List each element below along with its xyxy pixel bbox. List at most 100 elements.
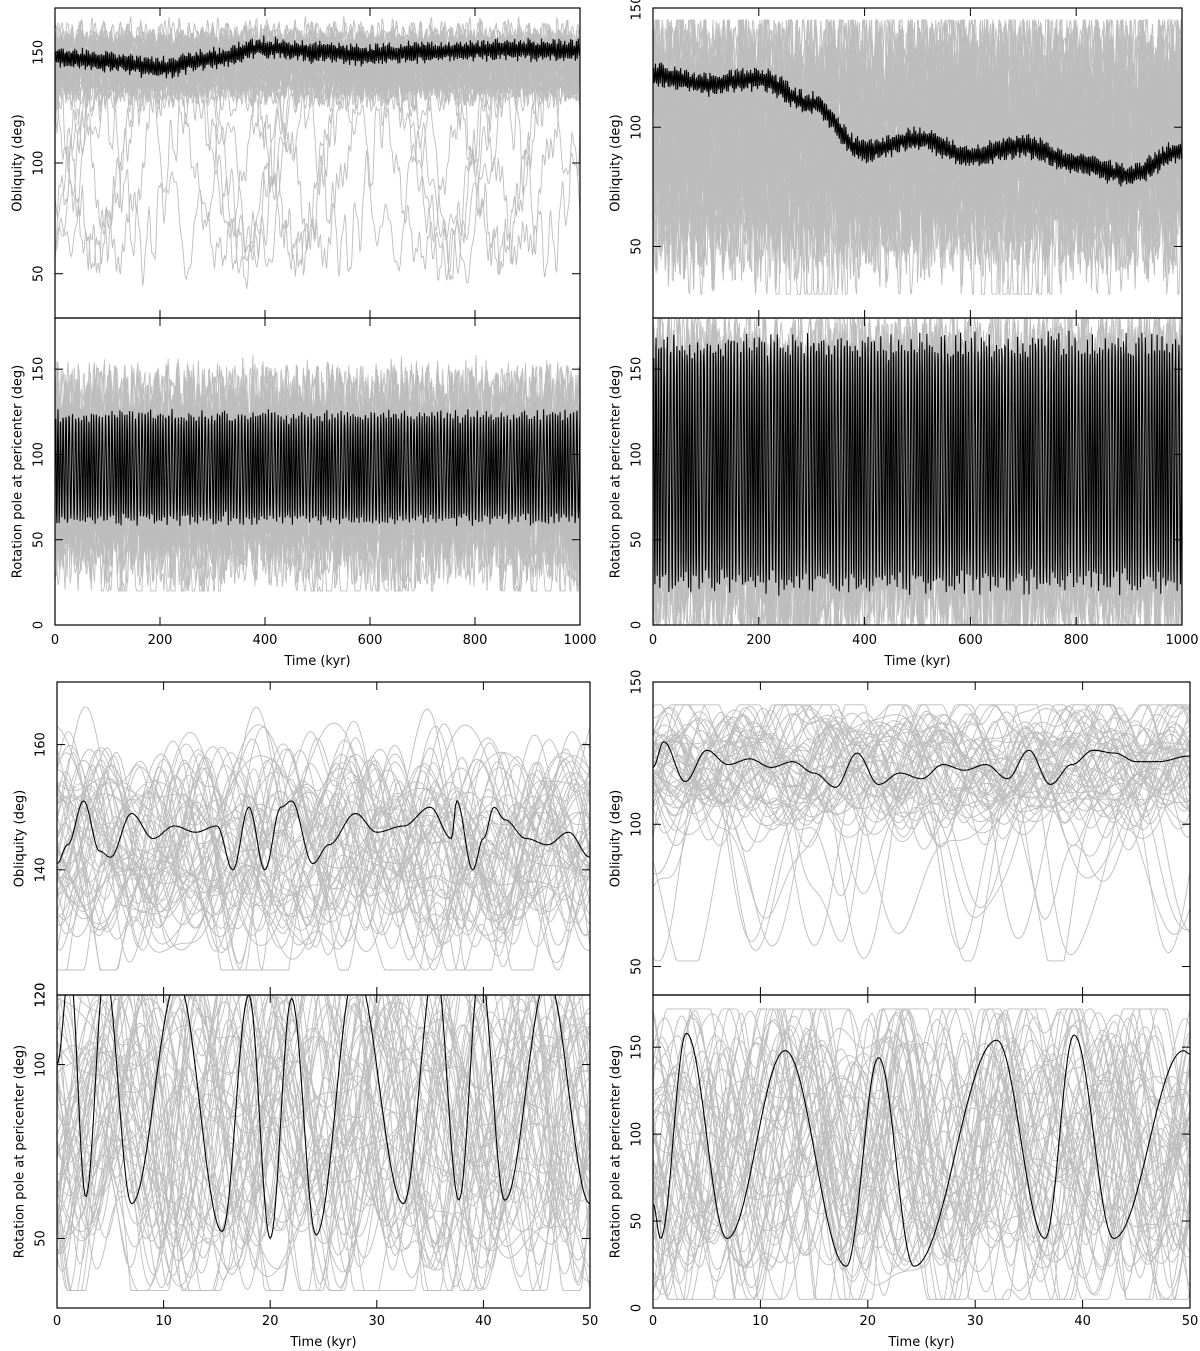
- ensemble-curve: [57, 995, 590, 1292]
- ensemble-curve: [653, 709, 1190, 805]
- ensemble-curve: [653, 704, 1190, 959]
- ensemble-curve: [653, 726, 1190, 812]
- y-tick-label: 100: [32, 151, 47, 176]
- x-tick-label: 1000: [1165, 633, 1198, 648]
- ensemble-curve: [653, 1028, 1190, 1243]
- ensemble-curve: [653, 704, 1190, 816]
- y-tick-label: 150: [32, 357, 47, 382]
- ensemble-curve: [653, 704, 1190, 824]
- ensemble-curve: [57, 787, 590, 882]
- ensemble-curve: [653, 704, 1190, 810]
- ensemble-curve: [57, 731, 590, 919]
- x-tick-label: 40: [1074, 1314, 1091, 1329]
- ensemble-curve: [57, 995, 590, 1292]
- x-tick-label: 10: [155, 1314, 172, 1329]
- ensemble-curve: [57, 1001, 590, 1237]
- y-tick-label: 150: [630, 1035, 645, 1060]
- ensemble-curve: [57, 1026, 590, 1251]
- plot-area: [55, 354, 580, 593]
- x-tick-label: 40: [475, 1314, 492, 1329]
- y-tick-label: 50: [34, 1230, 49, 1247]
- y-tick-label: 100: [32, 442, 47, 467]
- y-tick-label: 0: [630, 621, 645, 629]
- ensemble-curve: [57, 791, 590, 897]
- ensemble-curve: [55, 35, 580, 275]
- ensemble-curve: [55, 37, 580, 89]
- axes-frame: [652, 994, 1191, 1309]
- ensemble-curve: [57, 1035, 590, 1264]
- ensemble-curve: [57, 995, 585, 1245]
- y-tick-label: 120: [34, 983, 49, 1008]
- ensemble-curve: [653, 704, 1190, 821]
- ensemble-curve: [57, 706, 590, 948]
- y-tick-label: 160: [34, 732, 49, 757]
- ensemble-curve: [57, 752, 590, 948]
- x-axis-title: Time (kyr): [289, 1335, 356, 1350]
- x-tick-label: 20: [262, 1314, 279, 1329]
- y-axis-title: Rotation pole at pericenter (deg): [13, 1045, 28, 1258]
- ensemble-curve: [653, 1039, 1190, 1252]
- ensemble-curve: [653, 1068, 1190, 1300]
- ensemble-curve: [653, 51, 1182, 208]
- ensemble-curve: [653, 1092, 1190, 1263]
- reference-curve: [57, 799, 590, 871]
- y-tick-label: 140: [34, 857, 49, 882]
- ensemble-curve: [57, 995, 590, 1292]
- x-tick-label: 800: [463, 633, 488, 648]
- y-tick-label: 0: [32, 621, 47, 629]
- x-tick-label: 600: [358, 633, 383, 648]
- x-axis-title: Time (kyr): [283, 654, 350, 669]
- ensemble-curve: [653, 754, 1190, 931]
- ensemble-curve: [653, 711, 1190, 843]
- subplot-rotation-pole: 0 50 100 150 Rotation pole at pericenter (de…: [609, 317, 1183, 629]
- chart-panel-top-left: 50 100 150 Obliquity (deg) 0 50 100 150 Rotation…: [11, 7, 597, 669]
- ensemble-curve: [57, 995, 590, 1184]
- x-tick-label: 10: [752, 1314, 769, 1329]
- y-axis-title: Rotation pole at pericenter (deg): [11, 365, 26, 578]
- x-tick-label: 0: [51, 633, 59, 648]
- ensemble-curve: [653, 1008, 1190, 1271]
- x-tick-label: 20: [860, 1314, 877, 1329]
- ensemble-curve: [57, 759, 590, 951]
- y-tick-label: 50: [32, 265, 47, 282]
- ensemble-curve: [653, 1008, 1190, 1263]
- y-tick-label: 50: [630, 958, 645, 975]
- x-tick-label: 30: [967, 1314, 984, 1329]
- chart-panel-top-right: 50 100 150 Obliquity (deg) 0 50 100 150 Rotation…: [609, 0, 1199, 669]
- ensemble-curve: [653, 1008, 1190, 1268]
- reference-curve: [653, 1032, 1190, 1267]
- ensemble-curve: [653, 707, 1190, 946]
- ensemble-curve: [653, 714, 1190, 962]
- ensemble-curve: [653, 709, 1190, 800]
- ensemble-curve: [653, 1041, 1190, 1220]
- subplot-obliquity: 50 100 150 Obliquity (deg): [609, 670, 1191, 996]
- y-tick-label: 150: [630, 670, 645, 695]
- y-tick-label: 120: [34, 983, 49, 1008]
- reference-curve: [653, 741, 1190, 788]
- y-axis-title: Obliquity (deg): [11, 114, 26, 211]
- ensemble-curve: [653, 707, 1190, 811]
- ensemble-curve: [653, 1049, 1190, 1300]
- ensemble-curve: [55, 27, 580, 84]
- ensemble-curve: [57, 739, 590, 954]
- y-tick-label: 150: [630, 357, 645, 382]
- ensemble-curve: [55, 31, 580, 78]
- subplot-obliquity: 50 100 150 Obliquity (deg): [609, 0, 1183, 319]
- ensemble-curve: [653, 1034, 1190, 1300]
- x-tick-label: 200: [148, 633, 173, 648]
- plot-area: [55, 16, 580, 290]
- ensemble-curve: [653, 732, 1190, 831]
- ensemble-curve: [653, 1010, 1190, 1267]
- reference-curve: [57, 995, 590, 1240]
- ensemble-curve: [653, 714, 1190, 848]
- y-tick-label: 50: [32, 531, 47, 548]
- y-axis-title: Obliquity (deg): [609, 790, 624, 887]
- ensemble-curve: [57, 810, 590, 930]
- ensemble-curve: [57, 995, 590, 1199]
- plot-area: [57, 706, 590, 971]
- ensemble-curve: [57, 785, 590, 936]
- x-tick-label: 800: [1064, 633, 1089, 648]
- x-tick-label: 400: [852, 633, 877, 648]
- x-tick-label: 200: [746, 633, 771, 648]
